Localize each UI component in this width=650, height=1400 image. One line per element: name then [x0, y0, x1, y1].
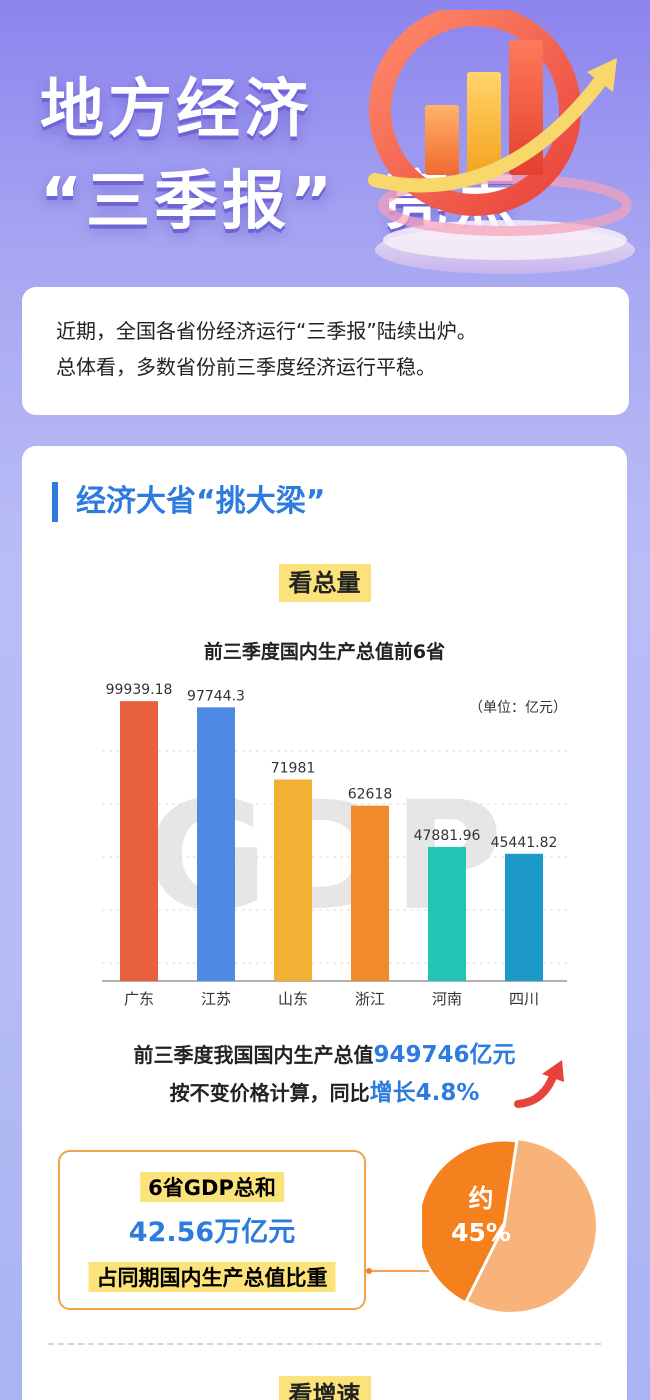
six-province-total-box: 6省GDP总和 42.56万亿元 占同期国内生产总值比重 [58, 1150, 366, 1310]
pie-label-approx: 约 [468, 1184, 494, 1213]
bar-四川 [505, 853, 543, 981]
bar-江苏 [197, 707, 235, 981]
category-label: 河南 [432, 990, 462, 1008]
summary-text: 前三季度我国国内生产总值949746亿元 按不变价格计算，同比增长4.8% [22, 1036, 627, 1112]
chart-unit-label: （单位：亿元） [469, 700, 567, 716]
tag-total: 看总量 [278, 564, 371, 602]
share-label-1: 6省GDP总和 [140, 1172, 284, 1202]
bar-广东 [120, 701, 158, 981]
summary-prefix-2: 按不变价格计算，同比 [169, 1081, 370, 1105]
bar-山东 [274, 779, 312, 981]
share-label-2: 占同期国内生产总值比重 [88, 1262, 336, 1292]
category-label: 江苏 [201, 990, 231, 1008]
bar-value-label: 45441.82 [491, 835, 558, 851]
tag-growth: 看增速 [278, 1376, 371, 1400]
chart-title: 前三季度国内生产总值前6省 [203, 641, 446, 663]
bar-value-label: 62618 [348, 787, 393, 803]
pie-label-percent: 45% [451, 1218, 511, 1247]
trend-up-arrow-icon [514, 1060, 564, 1108]
bar-value-label: 97744.3 [187, 688, 245, 704]
category-label: 山东 [278, 990, 308, 1008]
category-label: 浙江 [355, 990, 385, 1008]
category-label: 广东 [124, 990, 154, 1008]
section-title: 经济大省“挑大梁” [52, 482, 325, 522]
share-pie-chart [422, 1138, 596, 1312]
summary-line-2: 按不变价格计算，同比增长4.8% [22, 1074, 627, 1112]
hero-title-line2: “三季报” [40, 165, 337, 239]
hero-title-line1: 地方经济 [40, 73, 312, 147]
bar-value-label: 47881.96 [414, 828, 481, 844]
bar-河南 [428, 846, 466, 981]
intro-line-1: 近期，全国各省份经济运行“三季报”陆续出炉。 [56, 319, 477, 343]
pie-label: 约 45% [436, 1182, 526, 1250]
gdp-bar-chart: GDP （单位：亿元） 99939.18广东97744.3江苏71981山东62… [102, 682, 567, 1008]
summary-prefix-1: 前三季度我国国内生产总值 [133, 1043, 374, 1067]
bar-value-label: 99939.18 [106, 682, 173, 698]
hero-banner: 地方经济 “三季报” 亮点 [0, 0, 650, 285]
category-label: 四川 [509, 990, 539, 1008]
growth-rate-value: 增长4.8% [369, 1080, 480, 1106]
section-divider [48, 1343, 601, 1345]
bar-浙江 [351, 805, 389, 981]
bar-value-label: 71981 [271, 760, 316, 776]
growth-chart-illustration-icon [368, 10, 635, 274]
intro-line-2: 总体看，多数省份前三季度经济运行平稳。 [56, 355, 436, 379]
pie-slice-share [422, 1138, 519, 1305]
share-value: 42.56万亿元 [128, 1217, 296, 1248]
intro-card: 近期，全国各省份经济运行“三季报”陆续出炉。 总体看，多数省份前三季度经济运行平… [22, 287, 629, 415]
total-gdp-value: 949746亿元 [373, 1042, 516, 1068]
connector-line [366, 1268, 430, 1274]
main-card: 经济大省“挑大梁” 看总量 前三季度国内生产总值前6省 GDP （单位：亿元） … [22, 446, 627, 1400]
summary-line-1: 前三季度我国国内生产总值949746亿元 [22, 1036, 627, 1074]
